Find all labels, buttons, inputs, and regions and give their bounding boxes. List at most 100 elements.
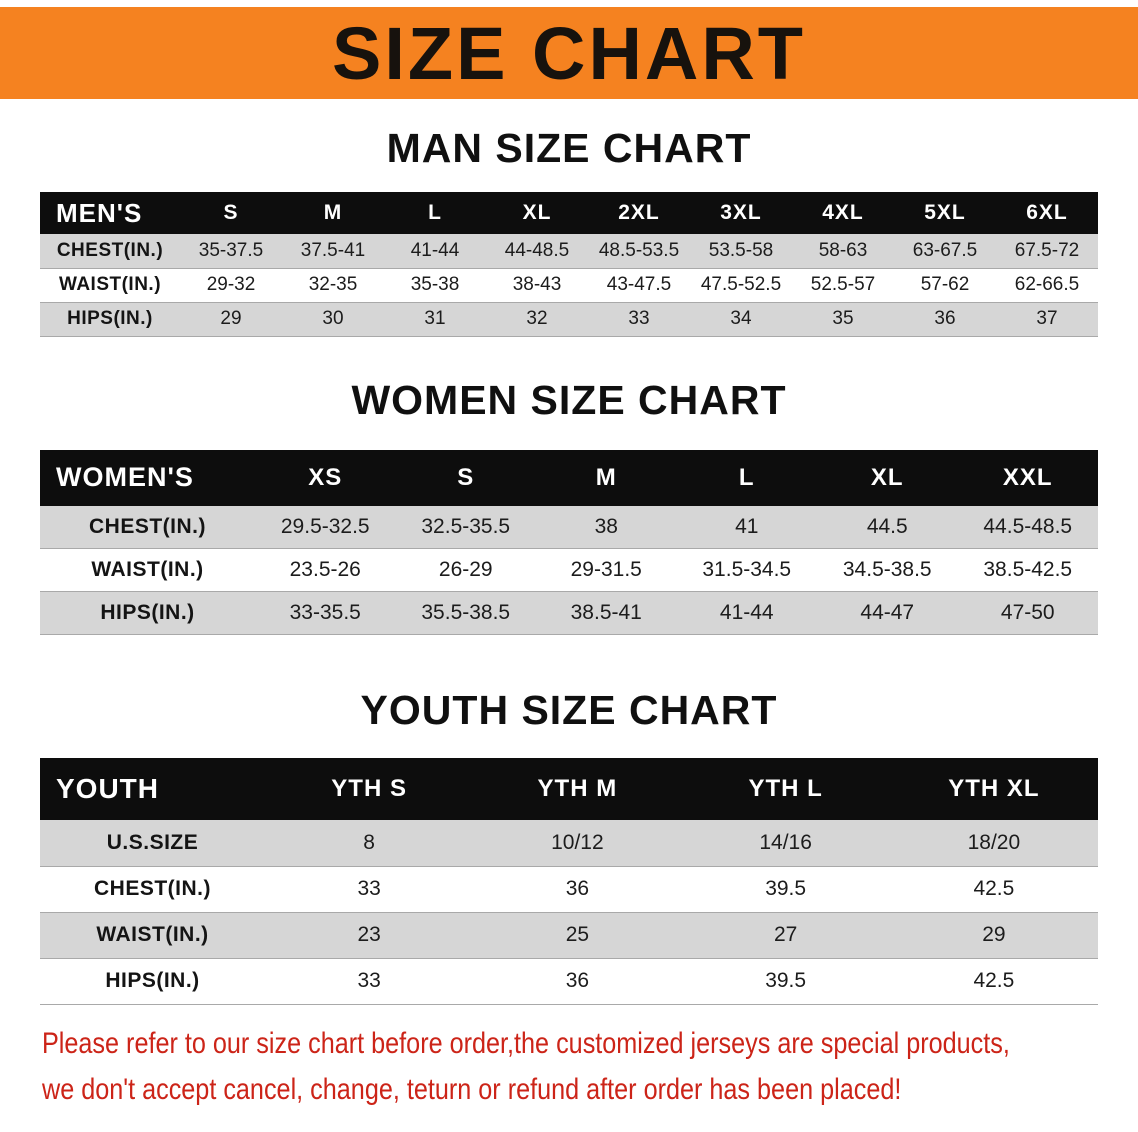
size-value-cell: 39.5 <box>765 877 807 900</box>
row-label: CHEST(IN.) <box>94 877 211 900</box>
size-column-header: 4XL <box>792 192 894 234</box>
size-value-cell: 38 <box>594 514 618 538</box>
table-row: CHEST(IN.) 35-37.5 37.5-41 41-44 44-48.5 48.5… <box>40 234 1098 268</box>
table-row: U.S.SIZE 8 10/12 14/16 18/20 <box>40 820 1098 866</box>
size-value-cell: 42.5 <box>973 877 1015 900</box>
row-label: U.S.SIZE <box>106 830 199 854</box>
table-row: CHEST(IN.) 29.5-32.5 32.5-35.5 38 41 44.5 44.5… <box>40 505 1098 549</box>
table-row: WAIST(IN.) 23.5-26 26-29 29-31.5 31.5-34.5 34… <box>40 548 1098 592</box>
size-column-header: M <box>536 449 677 506</box>
size-value-cell: 36 <box>565 877 590 900</box>
row-label: HIPS(IN.) <box>105 969 200 992</box>
size-column-header: XXL <box>957 449 1098 506</box>
men-size-table: MEN'S S M L XL 2XL 3XL 4XL 5XL 6XL CHEST(IN.) 35-37… <box>0 192 1138 337</box>
size-value-cell: 44.5-48.5 <box>983 514 1073 538</box>
row-label: WAIST(IN.) <box>96 923 209 946</box>
row-label: HIPS(IN.) <box>100 601 195 624</box>
row-label: HIPS(IN.) <box>67 308 153 329</box>
size-value-cell: 14/16 <box>759 830 812 854</box>
size-table: YOUTH YTH S YTH M YTH L YTH XL U.S.SIZE 8 10/12… <box>40 758 1098 1005</box>
size-value-cell: 37 <box>1036 308 1058 329</box>
size-value-cell: 58-63 <box>818 239 868 261</box>
women-section-heading: WOMEN SIZE CHART <box>351 376 787 423</box>
size-column-header: 5XL <box>894 192 996 234</box>
size-value-cell: 10/12 <box>551 830 604 854</box>
page-title: SIZE CHART <box>332 11 806 95</box>
size-value-cell: 43-47.5 <box>606 274 672 295</box>
size-value-cell: 25 <box>565 923 590 946</box>
table-row: HIPS(IN.) 33 36 39.5 42.5 <box>40 958 1098 1004</box>
table-header-row: WOMEN'S XS S M L XL XXL <box>40 449 1098 506</box>
title-banner: SIZE CHART <box>0 7 1138 99</box>
size-value-cell: 29 <box>220 308 242 329</box>
table-row: HIPS(IN.) 33-35.5 35.5-38.5 38.5-41 41-44 44-… <box>40 591 1098 635</box>
size-value-cell: 33 <box>357 969 381 992</box>
size-value-cell: 27 <box>773 923 798 946</box>
table-row: WAIST(IN.) 23 25 27 29 <box>40 912 1098 958</box>
size-table: MEN'S S M L XL 2XL 3XL 4XL 5XL 6XL CHEST(IN.) 35-37… <box>40 192 1098 337</box>
size-value-cell: 32-35 <box>308 274 358 295</box>
size-column-header: 2XL <box>588 192 690 234</box>
table-row: HIPS(IN.) 29 30 31 32 33 34 35 36 37 <box>40 302 1098 336</box>
size-value-cell: 36 <box>565 969 590 992</box>
size-column-header: L <box>384 192 486 234</box>
size-column-header: YTH L <box>681 758 890 820</box>
size-value-cell: 8 <box>363 830 375 854</box>
size-value-cell: 31.5-34.5 <box>702 558 792 581</box>
size-value-cell: 29.5-32.5 <box>280 514 370 538</box>
size-value-cell: 62-66.5 <box>1014 274 1080 295</box>
size-value-cell: 29 <box>982 923 1006 946</box>
size-value-cell: 35-38 <box>410 274 460 295</box>
size-value-cell: 23 <box>357 923 381 946</box>
size-value-cell: 42.5 <box>973 969 1015 992</box>
size-chart-page: SIZE CHART MAN SIZE CHART MEN'S S M L XL 2XL 3… <box>0 7 1138 1107</box>
table-header-row: MEN'S S M L XL 2XL 3XL 4XL 5XL 6XL <box>40 192 1098 234</box>
size-column-header: 3XL <box>690 192 792 234</box>
size-value-cell: 23.5-26 <box>289 558 361 581</box>
size-value-cell: 32 <box>526 308 548 329</box>
size-value-cell: 35-37.5 <box>198 239 264 261</box>
size-column-header: XS <box>255 449 396 506</box>
size-value-cell: 67.5-72 <box>1014 239 1080 261</box>
size-value-cell: 53.5-58 <box>708 239 774 261</box>
size-value-cell: 63-67.5 <box>912 239 978 261</box>
size-column-header: S <box>180 192 282 234</box>
disclaimer-note: Please refer to our size chart before or… <box>42 1027 1138 1107</box>
size-value-cell: 31 <box>424 308 446 329</box>
size-value-cell: 41-44 <box>410 239 460 261</box>
size-value-cell: 57-62 <box>920 274 970 295</box>
table-title-cell: MEN'S <box>40 192 180 234</box>
row-label: WAIST(IN.) <box>91 558 204 581</box>
size-value-cell: 18/20 <box>967 830 1021 854</box>
size-value-cell: 32.5-35.5 <box>421 514 511 538</box>
size-value-cell: 38.5-42.5 <box>983 558 1073 581</box>
size-value-cell: 33 <box>628 308 650 329</box>
women-size-section: WOMEN SIZE CHART WOMEN'S XS S M L XL XXL CHEST(… <box>0 377 1138 636</box>
table-row: CHEST(IN.) 33 36 39.5 42.5 <box>40 866 1098 912</box>
size-value-cell: 44.5 <box>866 514 908 538</box>
men-section-heading: MAN SIZE CHART <box>386 125 752 171</box>
row-label: CHEST(IN.) <box>56 239 164 261</box>
size-column-header: YTH S <box>265 758 474 820</box>
row-label: WAIST(IN.) <box>58 274 162 295</box>
size-column-header: L <box>676 449 817 506</box>
table-title-cell: YOUTH <box>40 758 265 820</box>
size-value-cell: 48.5-53.5 <box>598 239 680 261</box>
row-label: CHEST(IN.) <box>89 514 206 538</box>
men-size-section: MAN SIZE CHART MEN'S S M L XL 2XL 3XL 4XL 5XL 6XL… <box>0 125 1138 337</box>
size-value-cell: 39.5 <box>765 969 807 992</box>
size-value-cell: 29-32 <box>206 274 256 295</box>
size-value-cell: 38-43 <box>512 274 562 295</box>
size-column-header: XL <box>486 192 588 234</box>
size-value-cell: 33-35.5 <box>289 601 361 624</box>
size-value-cell: 44-47 <box>860 601 915 624</box>
women-size-table: WOMEN'S XS S M L XL XXL CHEST(IN.) 29.5-32.5 32.5… <box>0 449 1138 636</box>
size-column-header: M <box>282 192 384 234</box>
size-value-cell: 37.5-41 <box>300 239 366 261</box>
size-value-cell: 41-44 <box>719 601 774 624</box>
size-value-cell: 41 <box>735 514 759 538</box>
size-value-cell: 33 <box>357 877 381 900</box>
size-value-cell: 34 <box>730 308 752 329</box>
disclaimer-line-1: Please refer to our size chart before or… <box>42 1026 1010 1060</box>
size-value-cell: 26-29 <box>438 558 493 581</box>
